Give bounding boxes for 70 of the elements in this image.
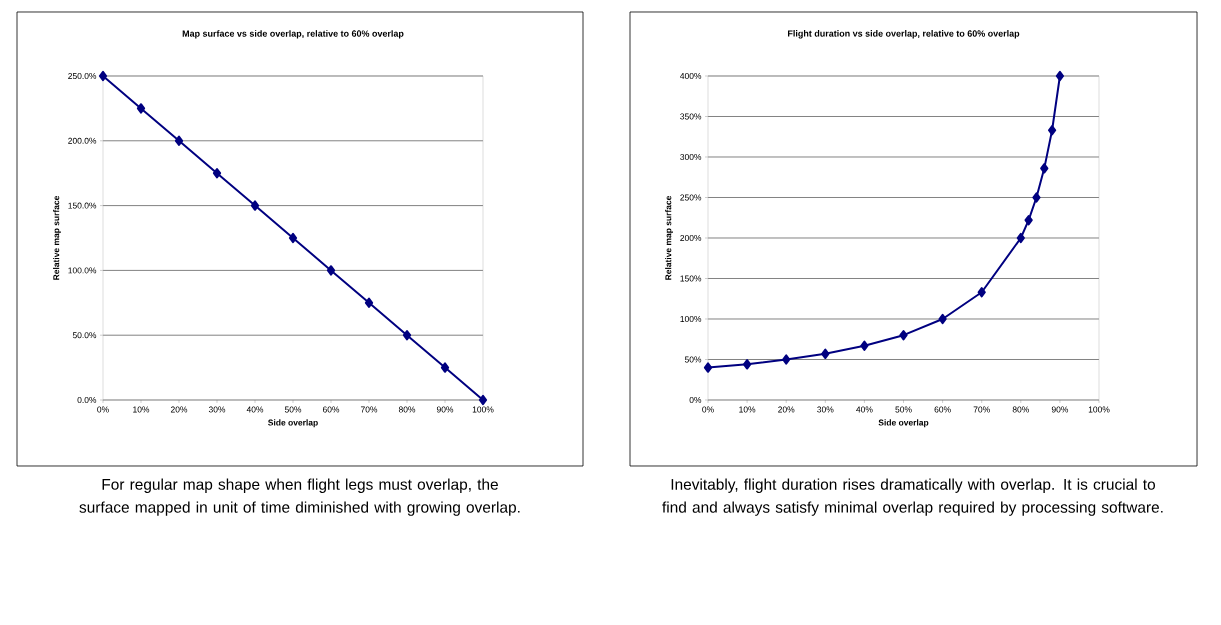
y-axis-title: Relative map surface bbox=[53, 195, 61, 280]
y-tick-label: 0.0% bbox=[77, 397, 97, 403]
x-tick-label: 80% bbox=[398, 406, 416, 413]
x-tick-label: 100% bbox=[1088, 406, 1110, 413]
y-tick-label: 400% bbox=[680, 73, 702, 79]
point bbox=[1032, 192, 1041, 203]
x-axis-title: Side overlap bbox=[268, 419, 318, 428]
y-tick-label: 250% bbox=[680, 194, 702, 201]
point bbox=[478, 394, 488, 406]
y-tick-label: 300% bbox=[680, 154, 702, 160]
point bbox=[1055, 70, 1065, 82]
x-tick-label: 50% bbox=[284, 406, 302, 413]
y-tick-label: 50.0% bbox=[72, 332, 97, 339]
y-tick-label: 200% bbox=[680, 235, 702, 241]
text: For regular map shape when flight legs must overlap, the surface mapped in unit of time diminished with growing overlap. bbox=[79, 478, 520, 516]
x-tick-label: 60% bbox=[322, 406, 340, 413]
x-tick-label: 100% bbox=[472, 406, 494, 413]
y-tick-label: 250.0% bbox=[68, 73, 97, 79]
x-tick-label: 90% bbox=[1051, 406, 1069, 413]
x-tick-label: 50% bbox=[895, 406, 912, 413]
point bbox=[174, 135, 184, 146]
point bbox=[703, 362, 713, 373]
x-tick-label: 70% bbox=[360, 406, 378, 413]
x-tick-label: 10% bbox=[133, 406, 150, 413]
x-tick-label: 90% bbox=[436, 406, 454, 413]
point bbox=[136, 103, 146, 114]
point bbox=[1047, 125, 1057, 136]
point bbox=[1016, 232, 1025, 244]
point bbox=[742, 359, 752, 370]
x-tick-label: 30% bbox=[817, 406, 834, 413]
point bbox=[899, 330, 908, 341]
x-axis-title: Side overlap bbox=[878, 419, 929, 428]
x-tick-label: 0% bbox=[97, 406, 109, 413]
x-tick-label: 20% bbox=[170, 406, 188, 413]
point bbox=[288, 232, 298, 244]
point bbox=[860, 340, 869, 351]
y-tick-label: 150.0% bbox=[68, 202, 97, 209]
point bbox=[250, 200, 260, 211]
point bbox=[977, 287, 986, 298]
text: Inevitably, flight duration rises dramatically with overlap. It is crucial to find and always satisfy minimal overlap required by processing software. bbox=[662, 478, 1163, 516]
y-tick-label: 0% bbox=[689, 397, 702, 403]
point bbox=[1040, 163, 1049, 174]
point bbox=[938, 313, 947, 325]
x-tick-label: 70% bbox=[973, 406, 990, 413]
point bbox=[326, 265, 336, 276]
x-tick-label: 10% bbox=[739, 406, 756, 413]
x-tick-label: 20% bbox=[778, 406, 795, 413]
y-tick-label: 100.0% bbox=[68, 267, 97, 274]
y-tick-label: 150% bbox=[680, 275, 702, 282]
x-tick-label: 0% bbox=[702, 406, 714, 413]
x-tick-label: 40% bbox=[856, 406, 873, 413]
y-tick-label: 100% bbox=[680, 316, 702, 322]
point bbox=[212, 168, 222, 179]
x-tick-label: 80% bbox=[1012, 406, 1029, 413]
y-tick-label: 350% bbox=[680, 113, 702, 120]
chart-title: Flight duration vs side overlap, relative to 60% overlap bbox=[788, 30, 1020, 39]
point bbox=[1024, 214, 1033, 226]
point bbox=[821, 348, 830, 360]
chart-title: Map surface vs side overlap, relative to 60% overlap bbox=[182, 30, 404, 39]
point bbox=[98, 70, 108, 82]
y-axis-title: Relative map surface bbox=[665, 195, 673, 280]
point bbox=[402, 330, 412, 341]
point bbox=[440, 362, 450, 373]
point bbox=[364, 297, 374, 308]
y-tick-label: 200.0% bbox=[68, 137, 97, 144]
x-tick-label: 30% bbox=[208, 406, 226, 413]
x-tick-label: 60% bbox=[934, 406, 951, 413]
x-tick-label: 40% bbox=[246, 406, 264, 413]
y-tick-label: 50% bbox=[684, 356, 702, 363]
point bbox=[782, 354, 791, 365]
